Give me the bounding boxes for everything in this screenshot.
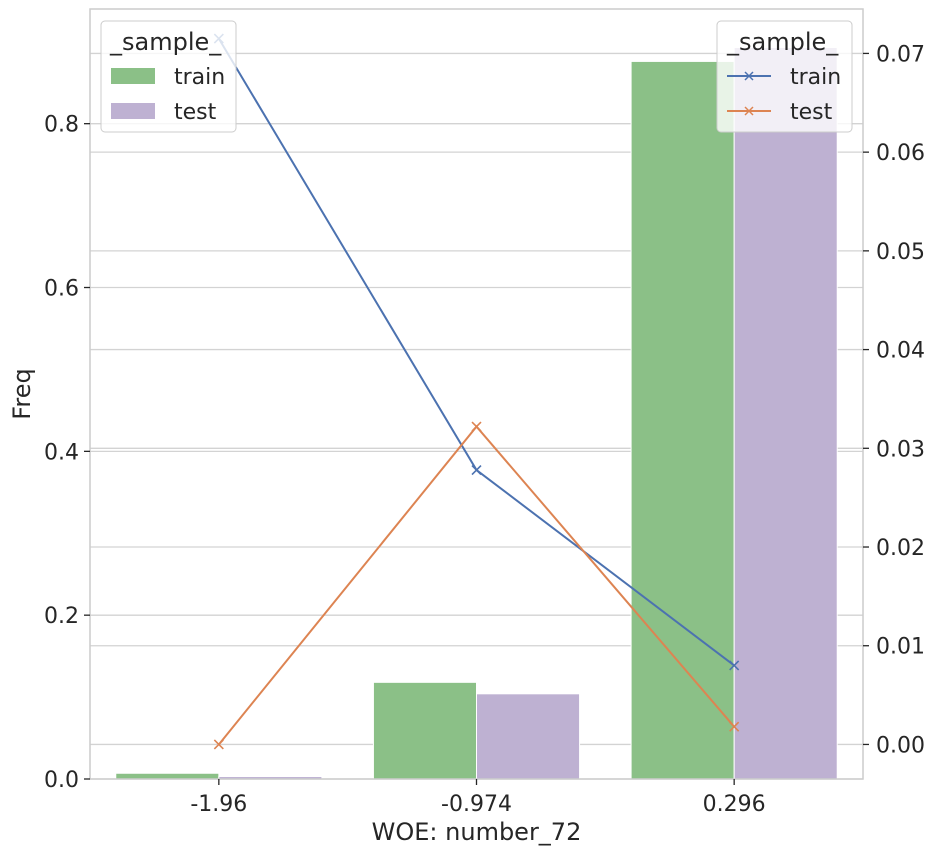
- marker-test: [729, 721, 740, 732]
- left-tick-label: 0.2: [44, 604, 79, 629]
- bar-legend-swatch-train: [111, 68, 155, 84]
- right-tick-label: 0.07: [876, 42, 925, 67]
- bar-legend-title: _sample_: [109, 28, 222, 56]
- bar-train: [115, 772, 220, 780]
- x-tick-label: -0.974: [441, 792, 512, 817]
- right-tick-label: 0.03: [876, 437, 925, 462]
- line-legend-label-test: test: [790, 100, 833, 125]
- bar-legend-swatch-test: [111, 103, 155, 119]
- bar-test: [733, 47, 838, 780]
- bar-legend-label-train: train: [174, 65, 225, 90]
- right-tick-label: 0.02: [876, 536, 925, 561]
- right-tick-label: 0.00: [876, 733, 925, 758]
- marker-test: [213, 739, 224, 750]
- line-legend-label-train: train: [790, 65, 841, 90]
- bar-train: [372, 681, 477, 780]
- left-y-axis: 0.0 0.2 0.4 0.6 0.8: [44, 113, 90, 793]
- left-tick-label: 0.8: [44, 113, 79, 138]
- bar-test: [476, 693, 581, 780]
- line-legend-marker-test: [744, 106, 754, 116]
- x-axis: -1.96 -0.974 0.296: [190, 779, 766, 817]
- bar-train: [630, 60, 735, 780]
- x-axis-label: WOE: number_72: [372, 818, 582, 846]
- line-legend-title: _sample_: [726, 28, 839, 56]
- x-tick-label: 0.296: [703, 792, 766, 817]
- line-legend: _sample_ train test: [716, 20, 853, 133]
- bar-series: [115, 47, 838, 780]
- right-y-axis: 0.00 0.01 0.02 0.03 0.04 0.05 0.06 0.07: [863, 42, 925, 758]
- left-tick-label: 0.4: [44, 440, 79, 465]
- bar-legend: _sample_ train test: [100, 20, 237, 133]
- line-legend-marker-train: [744, 71, 754, 81]
- x-tick-label: -1.96: [190, 792, 247, 817]
- right-tick-label: 0.06: [876, 141, 925, 166]
- y-axis-label: Freq: [8, 368, 36, 419]
- right-tick-label: 0.04: [876, 339, 925, 364]
- left-tick-label: 0.6: [44, 277, 79, 302]
- bar-legend-label-test: test: [174, 100, 217, 125]
- line-legend-box: [716, 20, 853, 133]
- right-tick-label: 0.01: [876, 635, 925, 660]
- right-tick-label: 0.05: [876, 240, 925, 265]
- marker-test: [471, 421, 482, 432]
- left-tick-label: 0.0: [44, 768, 79, 793]
- marker-train: [729, 660, 740, 671]
- marker-train: [471, 464, 482, 476]
